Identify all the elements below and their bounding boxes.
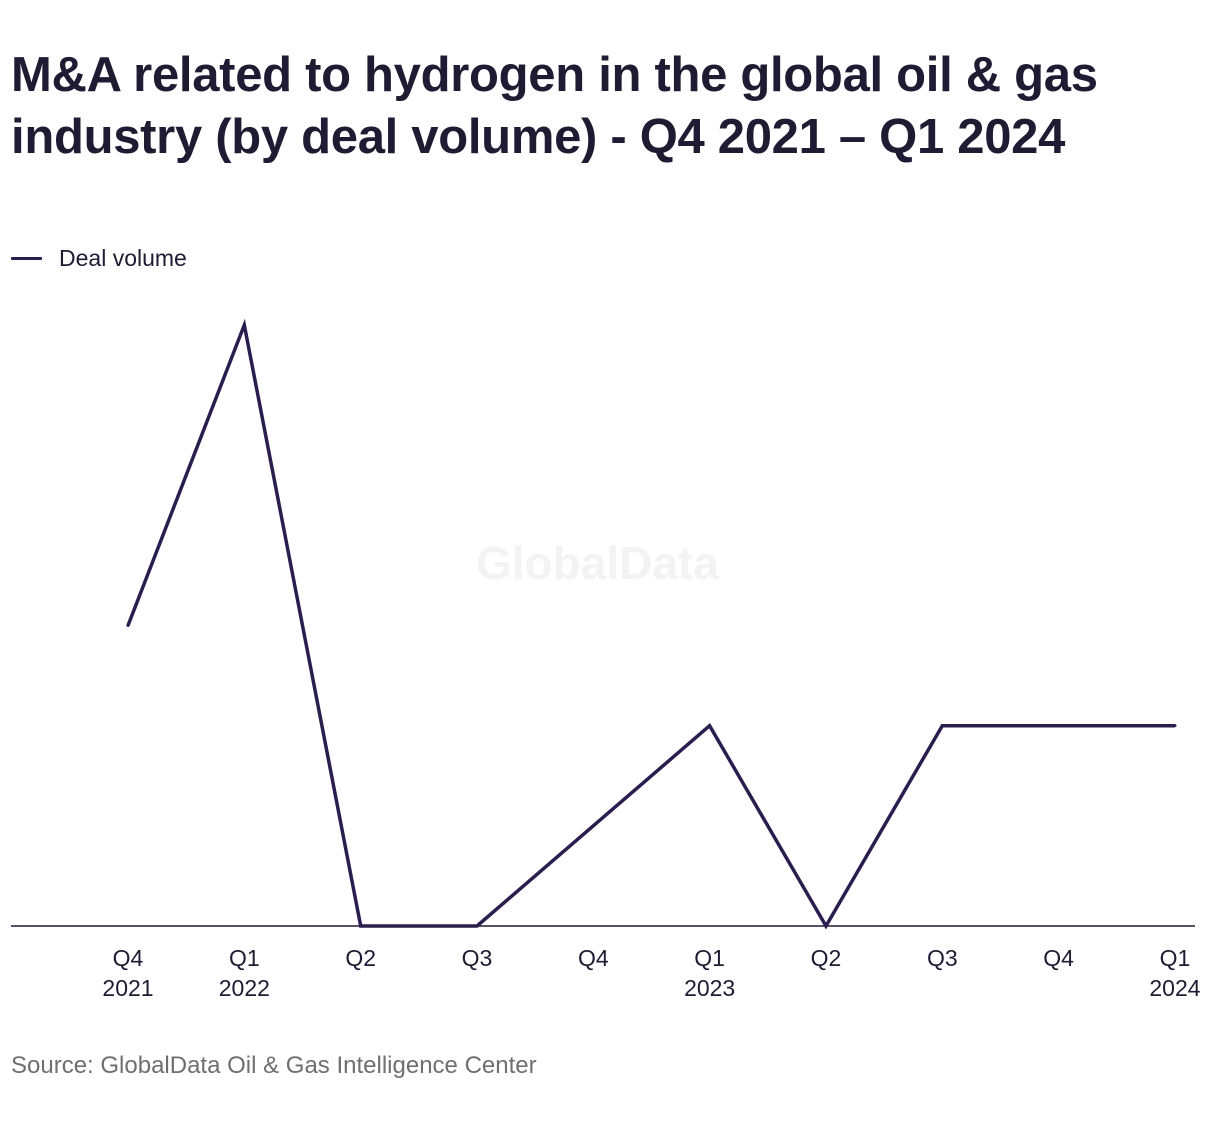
data-point: [1057, 724, 1061, 728]
x-tick-label-quarter: Q1: [694, 945, 725, 971]
chart-title: M&A related to hydrogen in the global oi…: [11, 48, 1098, 164]
x-tick-label-quarter: Q2: [811, 945, 842, 971]
x-tick-label-year: 2024: [1149, 975, 1200, 1001]
x-tick-label-quarter: Q4: [1043, 945, 1074, 971]
data-point: [708, 724, 712, 728]
data-point: [1173, 724, 1177, 728]
legend-swatch-deal-volume: [11, 256, 42, 260]
x-tick-label-year: 2023: [684, 975, 735, 1001]
x-tick-label-year: 2021: [102, 975, 153, 1001]
legend: Deal volume: [11, 243, 187, 273]
data-point: [824, 924, 828, 928]
data-point: [242, 323, 246, 327]
data-point: [126, 624, 130, 627]
x-tick-label-quarter: Q3: [462, 945, 493, 971]
data-point: [359, 924, 363, 928]
data-point: [940, 724, 944, 728]
tick-label-layer: Q4 2021 Q1 2022 Q2 Q3 Q4 Q1 2023 Q2 Q3 Q4 Q1 2024: [102, 945, 1200, 1001]
x-tick-label-quarter: Q1: [1160, 945, 1191, 971]
source-note: Source: GlobalData Oil & Gas Intelligenc…: [11, 1052, 537, 1079]
x-tick-label-quarter: Q3: [927, 945, 958, 971]
x-tick-label-quarter: Q2: [345, 945, 376, 971]
x-tick-label-quarter: Q4: [578, 945, 609, 971]
data-point: [591, 824, 595, 828]
legend-label-deal-volume: Deal volume: [59, 244, 187, 271]
x-tick-label-year: 2022: [219, 975, 270, 1001]
x-tick-label-quarter: Q4: [113, 945, 144, 971]
watermark: GlobalData: [476, 537, 719, 589]
series-layer: [126, 318, 1177, 930]
x-tick-label-quarter: Q1: [229, 945, 260, 971]
series-line-deal-volume: [126, 318, 1175, 930]
data-point: [475, 924, 479, 928]
